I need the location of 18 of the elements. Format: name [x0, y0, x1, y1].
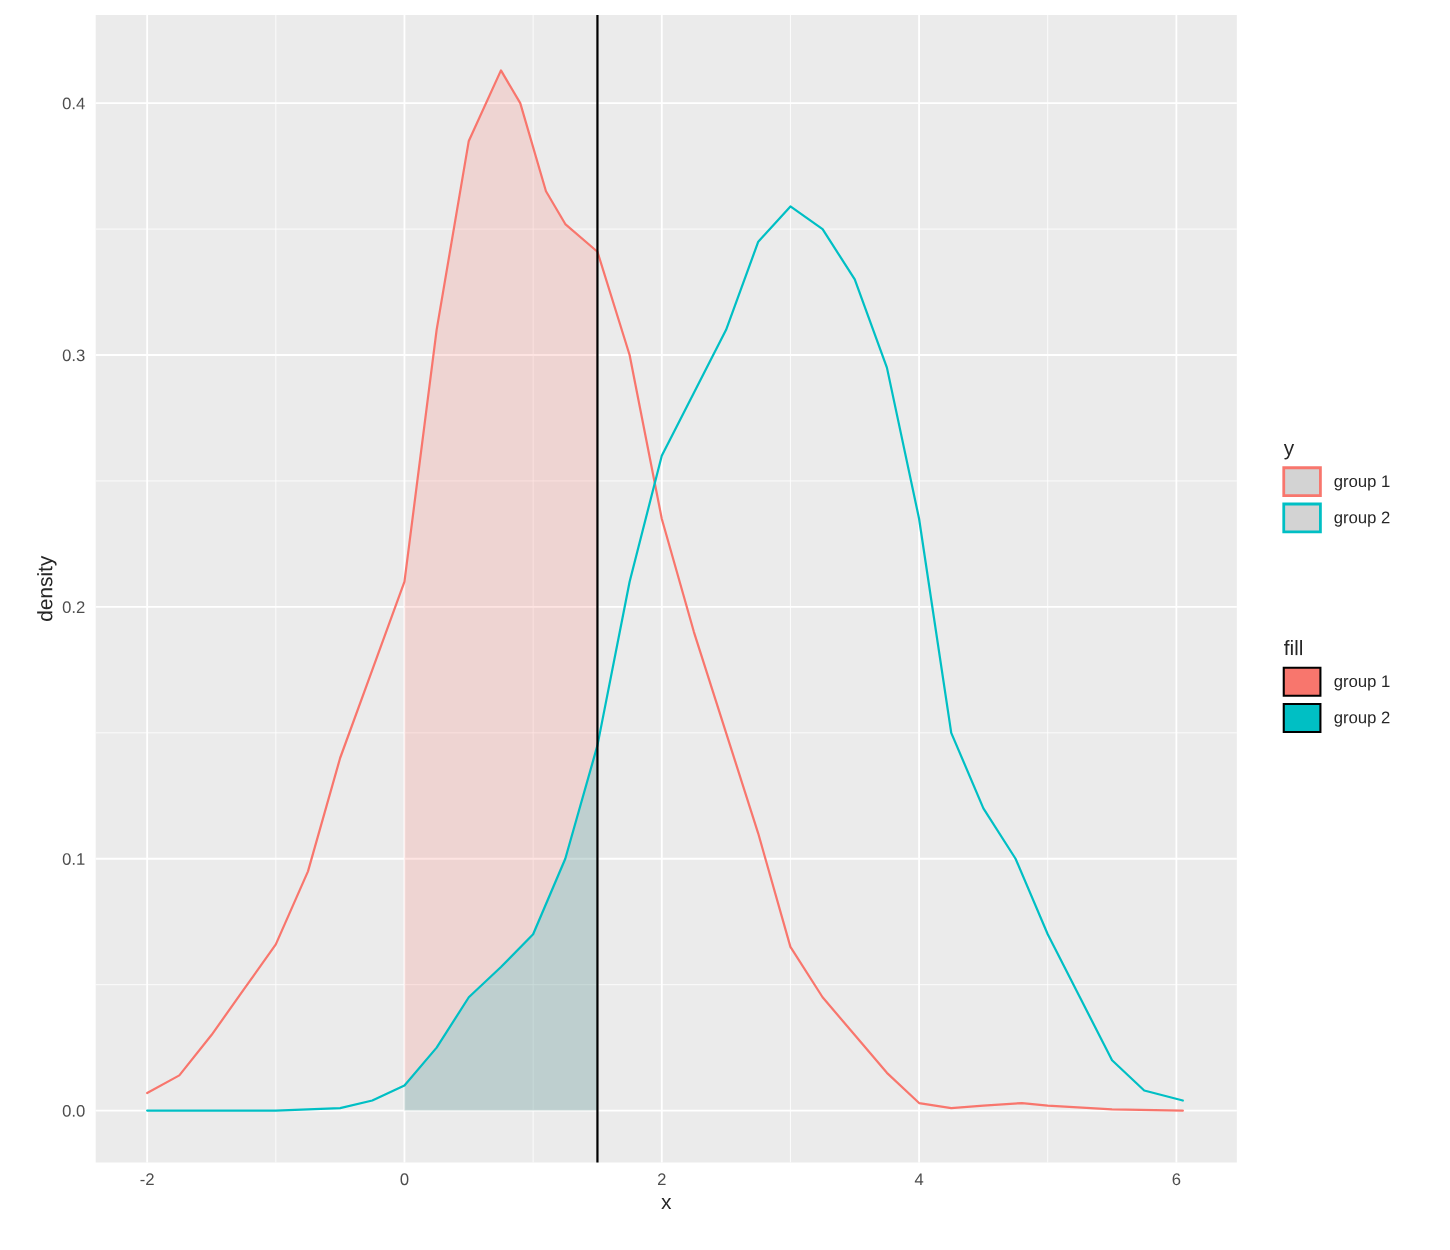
y-axis-title: density [37, 555, 57, 621]
legend-label: group 1 [1334, 675, 1390, 691]
y-tick-label: 0.0 [62, 1105, 85, 1117]
y-tick-label: 0.3 [62, 349, 85, 362]
x-tick-label: 2 [657, 1173, 666, 1185]
legend-label: group 1 [1334, 475, 1390, 491]
x-tick-label: 6 [1172, 1173, 1181, 1186]
legend-label: group 2 [1334, 511, 1390, 527]
y-tick-label: 0.2 [62, 601, 85, 614]
x-tick-label: 4 [914, 1173, 924, 1185]
legend-label: group 2 [1334, 711, 1390, 727]
text: fill [1284, 640, 1303, 656]
x-axis-title: x [661, 1198, 672, 1210]
y-tick-label: 0.1 [62, 853, 85, 865]
y-tick-label: 0.4 [62, 97, 85, 110]
text: y [1283, 444, 1295, 460]
x-tick-label: -2 [140, 1173, 154, 1185]
x-tick-label: 0 [400, 1173, 409, 1186]
